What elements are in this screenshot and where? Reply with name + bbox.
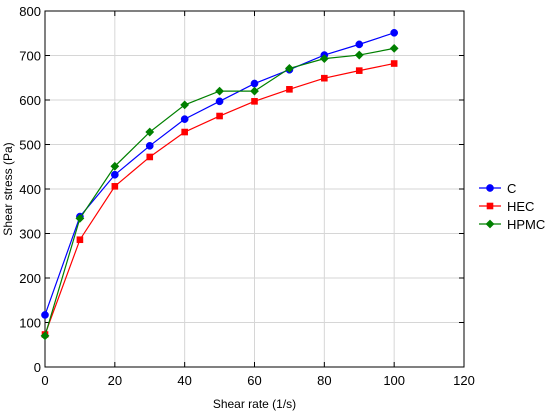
legend-item-hec: HEC [479, 199, 534, 214]
data-point-hpmc-8 [319, 54, 329, 64]
data-point-c-6 [250, 79, 259, 88]
tick-labels: 0 20 40 60 80 100 120 0 100 200 300 400 500 600 700 800 [19, 4, 475, 388]
legend-label-hec: HEC [507, 199, 534, 214]
data-point-c-10 [390, 28, 399, 37]
y-tick-label-6: 600 [19, 93, 41, 108]
x-tick-label-5: 100 [383, 373, 405, 388]
data-point-hpmc-2 [110, 161, 120, 171]
legend-marker-hpmc [485, 219, 495, 229]
data-point-hpmc-5 [215, 86, 224, 96]
data-point-hec-5 [216, 112, 223, 120]
data-point-hpmc-4 [180, 100, 190, 110]
y-tick-label-1: 100 [19, 316, 41, 331]
y-axis-label: Shear stress (Pa) [1, 142, 15, 235]
legend-label-c: C [507, 181, 516, 196]
data-point-hec-7 [286, 86, 293, 93]
data-point-hec-3 [146, 153, 154, 161]
legend-label-hpmc: HPMC [507, 217, 545, 232]
data-point-c-5 [215, 97, 224, 106]
series-line-c [44, 32, 395, 316]
series-layer [40, 28, 399, 341]
y-tick-label-2: 200 [19, 271, 41, 286]
data-point-hpmc-6 [250, 86, 259, 96]
x-tick-label-4: 80 [317, 373, 331, 388]
data-point-c-9 [355, 40, 364, 49]
legend-item-hpmc: HPMC [479, 217, 545, 232]
y-tick-label-5: 500 [19, 138, 41, 153]
data-point-hec-6 [251, 98, 258, 105]
grid [44, 10, 465, 368]
data-point-hpmc-7 [285, 64, 294, 73]
x-tick-label-1: 20 [108, 373, 122, 388]
data-point-hpmc-3 [145, 127, 155, 137]
legend-marker-hec [486, 202, 494, 210]
data-point-hpmc-0 [40, 331, 50, 341]
y-tick-label-4: 400 [19, 182, 41, 197]
data-point-hec-9 [355, 67, 363, 74]
y-tick-label-7: 700 [19, 49, 41, 64]
data-point-hpmc-9 [354, 50, 364, 60]
legend-marker-c [486, 184, 494, 192]
x-tick-label-6: 120 [453, 373, 475, 388]
data-point-hec-8 [321, 74, 328, 82]
series-c [41, 28, 399, 319]
data-point-c-2 [110, 170, 119, 179]
data-point-c-0 [41, 311, 49, 319]
legend: C HEC HPMC [479, 181, 545, 232]
legend-item-c: C [479, 181, 516, 196]
data-point-hec-10 [390, 60, 398, 67]
x-tick-label-3: 60 [247, 373, 261, 388]
data-point-hpmc-1 [75, 213, 85, 223]
y-tick-label-0: 0 [34, 360, 41, 375]
data-point-hec-1 [76, 236, 84, 244]
x-axis-label: Shear rate (1/s) [213, 397, 296, 411]
data-point-hpmc-10 [389, 43, 399, 53]
y-tick-label-3: 300 [19, 227, 41, 242]
data-point-hec-4 [181, 128, 188, 136]
series-hpmc [40, 43, 399, 341]
y-tick-label-8: 800 [19, 4, 41, 19]
data-point-c-4 [180, 115, 189, 123]
data-point-c-3 [145, 141, 154, 150]
x-tick-label-2: 40 [177, 373, 191, 388]
x-tick-label-0: 0 [41, 373, 48, 388]
axes [44, 10, 465, 368]
data-point-hec-2 [111, 183, 119, 190]
